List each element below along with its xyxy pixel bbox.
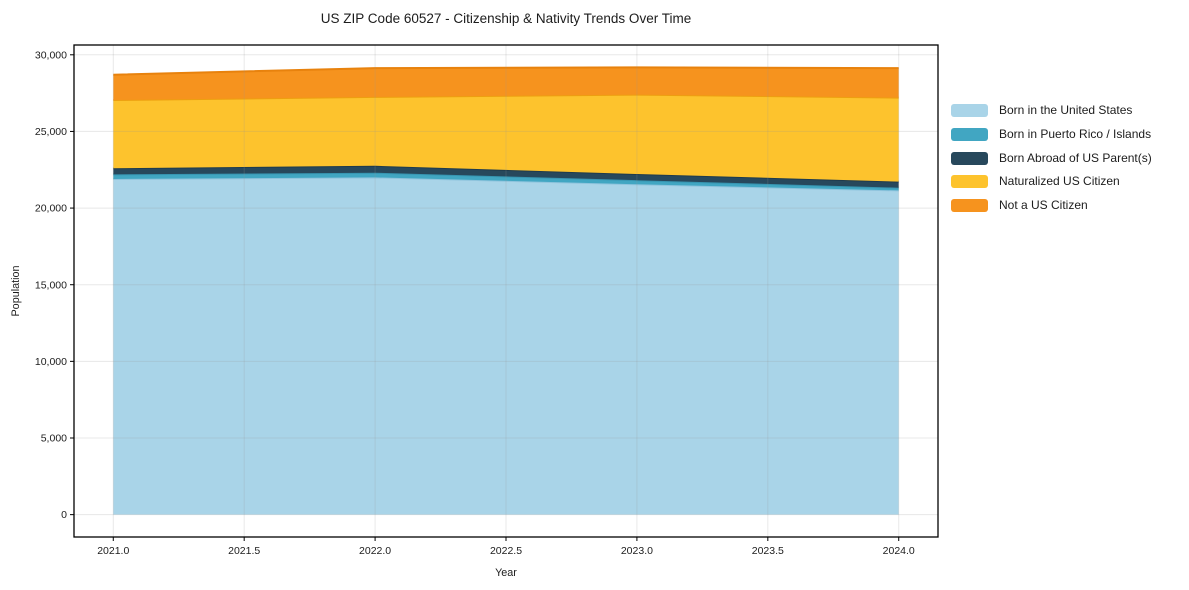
legend-swatch bbox=[951, 151, 988, 165]
x-tick-label: 2022.5 bbox=[490, 545, 522, 557]
legend-item-naturalized-us-citizen: Naturalized US Citizen bbox=[951, 174, 1152, 189]
y-axis-label: Population bbox=[10, 265, 22, 316]
x-axis-label: Year bbox=[495, 567, 517, 579]
axes: 0 5,000 10,000 15,000 20,000 25,000 30,000 2021… bbox=[35, 44, 939, 557]
legend-item-label: Born in Puerto Rico / Islands bbox=[999, 126, 1152, 141]
y-tick-label: 30,000 bbox=[35, 49, 67, 61]
legend-item-born-abroad-of-us-parent-s: Born Abroad of US Parent(s) bbox=[951, 150, 1152, 165]
legend: Born in the United States Born in Puerto… bbox=[951, 104, 1152, 213]
legend-swatch bbox=[951, 175, 988, 189]
x-tick-label: 2023.0 bbox=[621, 545, 653, 557]
legend-item-label: Naturalized US Citizen bbox=[999, 174, 1120, 189]
chart-title: US ZIP Code 60527 - Citizenship & Nativi… bbox=[321, 11, 691, 26]
y-tick-label: 25,000 bbox=[35, 126, 67, 138]
legend-item-not-a-us-citizen: Not a US Citizen bbox=[951, 198, 1152, 213]
legend-swatch bbox=[951, 127, 988, 141]
area-series-born-in-puerto-rico-islands bbox=[113, 171, 899, 191]
plot-area bbox=[74, 45, 938, 537]
x-tick-label: 2023.5 bbox=[752, 545, 784, 557]
legend-swatch bbox=[951, 104, 988, 117]
legend-swatch bbox=[951, 199, 988, 213]
x-tick-label: 2022.0 bbox=[359, 545, 391, 557]
legend-item-label: Born Abroad of US Parent(s) bbox=[999, 150, 1152, 165]
y-tick-label: 15,000 bbox=[35, 279, 67, 291]
x-tick-label: 2021.0 bbox=[97, 545, 129, 557]
y-tick-label: 5,000 bbox=[41, 433, 67, 445]
legend-item-born-in-puerto-rico-islands: Born in Puerto Rico / Islands bbox=[951, 126, 1152, 141]
x-tick-label: 2024.0 bbox=[883, 545, 915, 557]
legend-item-born-in-the-united-states: Born in the United States bbox=[951, 104, 1152, 117]
area-series-not-a-us-citizen bbox=[113, 66, 899, 100]
legend-item-label: Born in the United States bbox=[999, 103, 1133, 117]
x-tick-label: 2021.5 bbox=[228, 545, 260, 557]
y-tick-label: 0 bbox=[61, 509, 67, 521]
y-tick-label: 10,000 bbox=[35, 356, 67, 368]
y-tick-label: 20,000 bbox=[35, 203, 67, 215]
tick-marks bbox=[70, 54, 900, 541]
legend-item-label: Not a US Citizen bbox=[999, 198, 1088, 213]
gridlines bbox=[74, 45, 938, 537]
